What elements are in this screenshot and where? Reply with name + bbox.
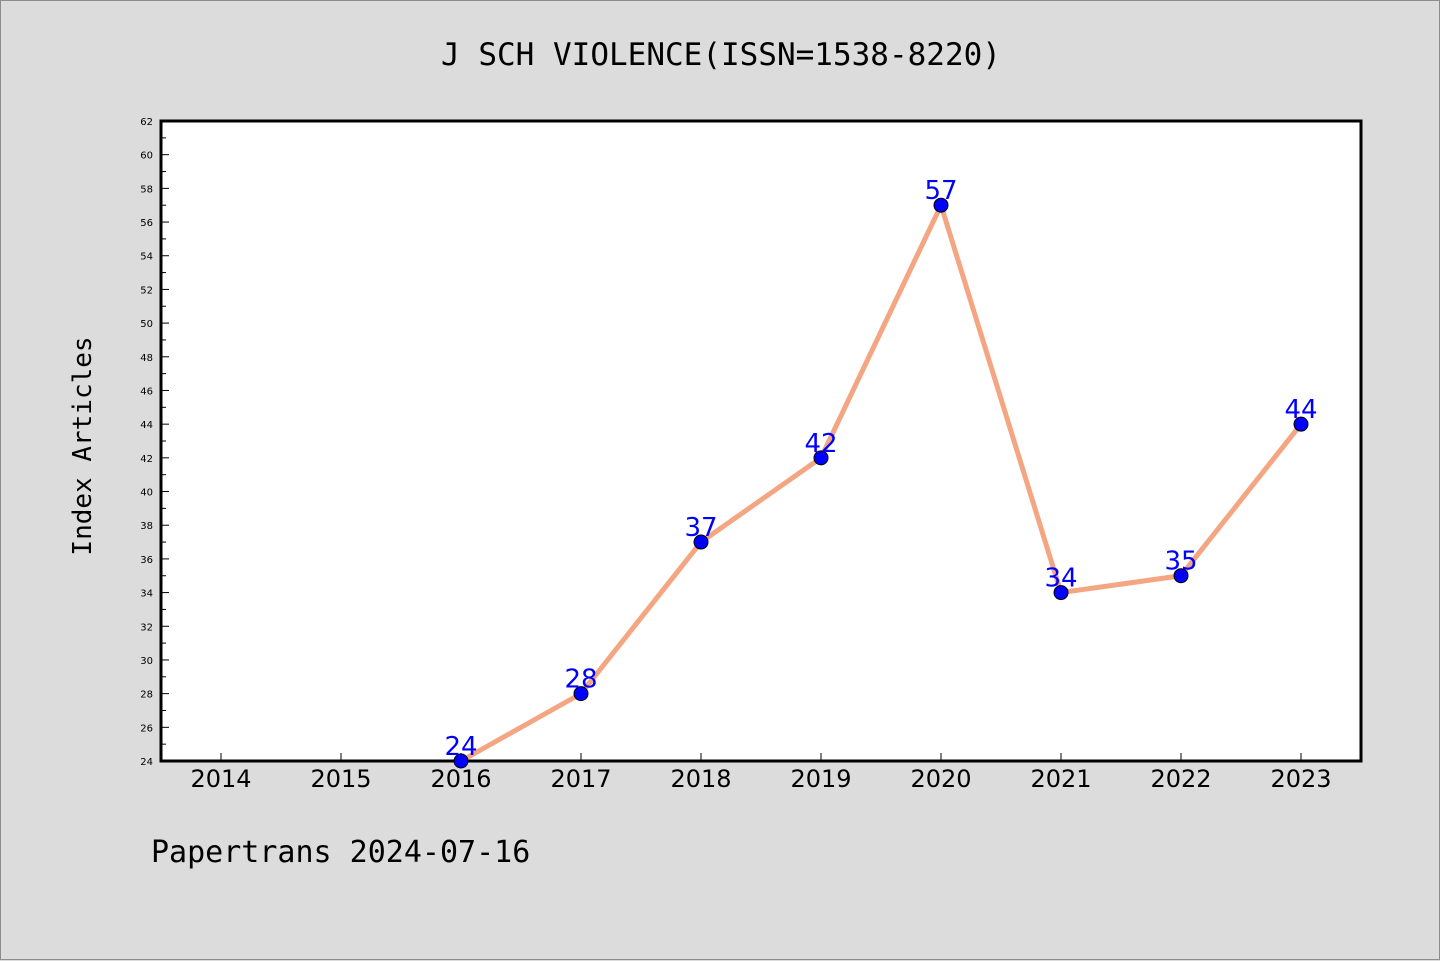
y-tick-label: 34 bbox=[140, 589, 153, 600]
y-tick-label: 54 bbox=[140, 252, 153, 263]
x-tick-label: 2021 bbox=[1030, 765, 1091, 793]
y-tick-label: 48 bbox=[140, 353, 153, 364]
data-label: 57 bbox=[924, 176, 957, 206]
x-tick-label: 2022 bbox=[1150, 765, 1211, 793]
x-tick-label: 2014 bbox=[190, 765, 251, 793]
y-tick-label: 46 bbox=[140, 386, 153, 397]
x-tick-label: 2018 bbox=[670, 765, 731, 793]
x-tick-label: 2023 bbox=[1270, 765, 1331, 793]
x-tick-label: 2017 bbox=[550, 765, 611, 793]
data-label: 34 bbox=[1044, 564, 1077, 594]
footer-text: Papertrans 2024-07-16 bbox=[151, 835, 531, 870]
y-tick-label: 44 bbox=[140, 420, 153, 431]
y-tick-label: 38 bbox=[140, 521, 153, 532]
y-tick-label: 60 bbox=[140, 151, 153, 162]
data-label: 42 bbox=[804, 429, 837, 459]
data-point bbox=[933, 197, 949, 213]
y-tick-label: 26 bbox=[140, 723, 153, 734]
x-tick-label: 2016 bbox=[430, 765, 491, 793]
data-point bbox=[813, 450, 829, 466]
plot-area bbox=[159, 119, 1363, 763]
chart-title: J SCH VIOLENCE(ISSN=1538-8220) bbox=[441, 37, 1001, 73]
x-tick-label: 2019 bbox=[790, 765, 851, 793]
data-label: 44 bbox=[1284, 395, 1317, 425]
series-line bbox=[458, 202, 1304, 764]
x-tick-label: 2015 bbox=[310, 765, 371, 793]
data-label: 28 bbox=[564, 665, 597, 695]
y-tick-label: 58 bbox=[140, 184, 153, 195]
y-tick-label: 56 bbox=[140, 218, 153, 229]
data-point bbox=[573, 686, 589, 702]
data-label: 24 bbox=[444, 732, 477, 762]
data-label: 37 bbox=[684, 513, 717, 543]
y-tick-label: 32 bbox=[140, 622, 153, 633]
y-tick-label: 24 bbox=[140, 757, 153, 768]
data-point bbox=[1173, 568, 1189, 584]
y-tick-label: 42 bbox=[140, 454, 153, 465]
y-tick-label: 28 bbox=[140, 690, 153, 701]
data-point bbox=[1053, 585, 1069, 601]
data-point bbox=[1293, 416, 1309, 432]
data-point bbox=[693, 534, 709, 550]
y-tick-label: 62 bbox=[140, 117, 153, 128]
y-tick-label: 52 bbox=[140, 285, 153, 296]
y-tick-label: 50 bbox=[140, 319, 153, 330]
y-tick-label: 40 bbox=[140, 488, 153, 499]
data-point bbox=[453, 753, 469, 769]
x-tick-label: 2020 bbox=[910, 765, 971, 793]
y-axis-label: Index Articles bbox=[68, 336, 98, 555]
y-tick-label: 36 bbox=[140, 555, 153, 566]
y-tick-label: 30 bbox=[140, 656, 153, 667]
data-label: 35 bbox=[1164, 547, 1197, 577]
